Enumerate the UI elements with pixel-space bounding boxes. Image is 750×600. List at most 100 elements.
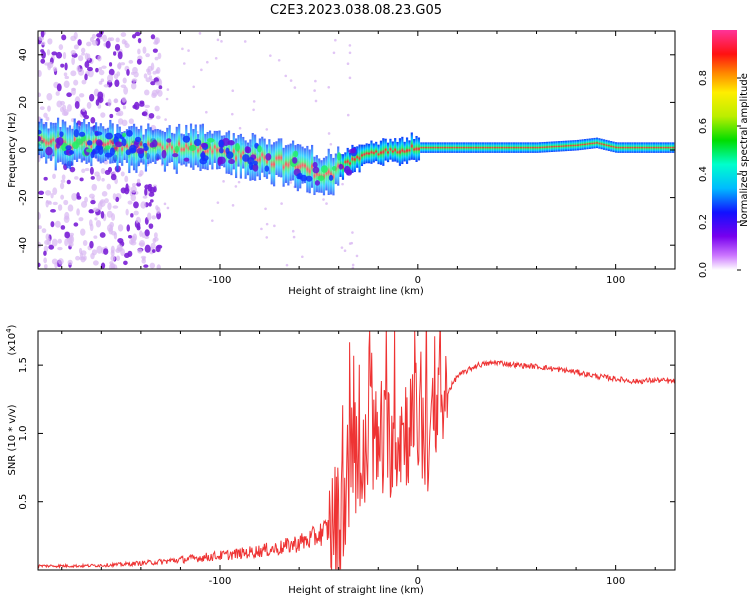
spectrogram-noise-cell <box>88 219 93 227</box>
spectrogram-band-cell <box>111 123 114 164</box>
spectrogram-x-ticks: -100 0 100 <box>61 31 656 286</box>
spectrogram-band-cell <box>434 142 437 153</box>
spectrogram-band-cell <box>548 141 551 153</box>
spectrogram-band-cell <box>178 123 181 164</box>
spectrogram-band-cell <box>505 142 508 153</box>
spectrogram-band-cell <box>386 142 390 163</box>
spectrogram-band-cell <box>168 125 171 163</box>
spectrogram-noise-cell <box>68 241 74 247</box>
spectrogram-noise-cell <box>114 43 121 51</box>
spectrogram-band-cell <box>147 123 150 165</box>
spectrogram-noise-cell <box>128 59 134 64</box>
spectrogram-noise-cell <box>67 204 74 212</box>
spectrogram-band-cell <box>318 158 321 193</box>
spectrogram-band-cell <box>166 127 169 167</box>
spectrogram-noise-cell <box>133 210 139 216</box>
spectrogram-band-blob <box>292 157 298 164</box>
spectrogram-noise-cell <box>102 34 107 42</box>
spectrogram-noise-cell <box>51 238 58 247</box>
spectrogram-noise-cell <box>38 190 45 195</box>
spectrogram-band-cell <box>659 142 663 153</box>
spectrogram-band-blob <box>296 173 301 180</box>
spectrogram-band-cell <box>263 138 266 178</box>
spectrogram-noise-cell <box>120 248 126 257</box>
spectrogram-noise-cell <box>115 37 120 43</box>
spectrogram-band-cell <box>398 138 402 166</box>
spectrogram-noise-cell <box>61 111 69 116</box>
spectrogram-band-cell <box>206 131 209 171</box>
spectrogram-noise-cell <box>355 254 359 258</box>
spectrogram-noise-cell <box>106 183 112 190</box>
spectrogram-noise-cell <box>164 118 167 121</box>
spectrogram-noise-cell <box>238 126 242 130</box>
spectrogram-band-cell <box>432 142 435 153</box>
spectrogram-noise-cell <box>48 244 55 250</box>
spectrogram-band-cell <box>671 142 675 153</box>
spectrogram-band-cell <box>182 134 186 165</box>
spectrogram-band-cell <box>572 140 575 151</box>
spectrogram-noise-cell <box>211 219 214 222</box>
spectrogram-noise-cell <box>152 237 157 244</box>
spectrogram-noise-cell <box>74 100 80 109</box>
spectrogram-noise-cell <box>142 46 147 54</box>
spectrogram-noise-cell <box>38 155 41 163</box>
spectrogram-noise-cell <box>66 104 72 112</box>
spectrogram-noise-cell <box>152 70 157 75</box>
spectrogram-noise-cell <box>88 93 95 102</box>
spectrogram-noise-cell <box>206 60 209 64</box>
spectrogram-noise-cell <box>145 53 151 58</box>
spectrogram-noise-cell <box>81 79 87 85</box>
spectrogram-band-cell <box>303 148 307 184</box>
spectrogram-noise-cell <box>148 223 154 229</box>
spectrogram-noise-cell <box>104 198 109 204</box>
spectrogram-band-blob <box>312 166 320 174</box>
spectrogram-band-cell <box>327 148 330 195</box>
spectrogram-noise-cell <box>82 239 88 247</box>
spectrogram-noise-cell <box>348 51 352 55</box>
spectrogram-band-cell <box>346 147 349 176</box>
spectrogram-band-cell <box>595 137 599 149</box>
spectrogram-noise-cell <box>77 39 82 46</box>
spectrogram-noise-cell <box>139 239 146 247</box>
spectrogram-band-cell <box>294 145 297 188</box>
spectrogram-band-cell <box>113 134 117 163</box>
spectrogram-noise-cell <box>107 166 113 173</box>
spectrogram-noise-cell <box>136 178 141 184</box>
spectrogram-band-cell <box>410 132 413 160</box>
spectrogram-noise-cell <box>78 217 84 222</box>
spectrogram-band-blob <box>161 149 167 159</box>
spectrogram-band-cell <box>614 142 618 153</box>
colorbar-label: Normalized spectral amplitude <box>739 73 750 227</box>
spectrogram-y-tick-label: 0 <box>18 147 29 153</box>
spectrogram-noise-cell <box>57 246 63 251</box>
spectrogram-noise-cell <box>269 54 272 57</box>
spectrogram-noise-cell <box>348 242 352 245</box>
spectrogram-band-cell <box>140 125 143 163</box>
spectrogram-noise-cell <box>128 118 134 125</box>
spectrogram-noise-cell <box>97 55 102 62</box>
spectrogram-noise-cell <box>59 106 65 113</box>
spectrogram-noise-cell <box>80 200 88 208</box>
spectrogram-band-cell <box>496 142 499 153</box>
spectrogram-noise-cell <box>127 250 133 257</box>
spectrogram-noise-cell <box>110 249 115 257</box>
spectrogram-noise-cell <box>51 258 58 265</box>
spectrogram-noise-cell <box>57 238 62 244</box>
spectrogram-band-cell <box>493 142 496 153</box>
spectrogram-noise-cell <box>43 245 49 253</box>
spectrogram-band-cell <box>242 136 245 169</box>
spectrogram-noise-cell <box>143 264 149 268</box>
spectrogram-noise-cell <box>60 194 65 200</box>
spectrogram-band-cell <box>287 144 290 186</box>
spectrogram-band-cell <box>337 146 340 186</box>
spectrogram-band-cell <box>239 133 242 179</box>
spectrogram-band-cell <box>299 144 302 189</box>
spectrogram-noise-cell <box>81 168 86 173</box>
spectrogram-band-blob <box>252 163 259 172</box>
spectrogram-y-tick-label: -20 <box>18 189 29 205</box>
spectrogram-band-cell <box>486 142 489 153</box>
spectrogram-band-cell <box>275 141 278 176</box>
spectrogram-band-cell <box>503 142 506 153</box>
spectrogram-noise-cell <box>83 114 90 120</box>
spectrogram-band-blob <box>348 149 355 154</box>
